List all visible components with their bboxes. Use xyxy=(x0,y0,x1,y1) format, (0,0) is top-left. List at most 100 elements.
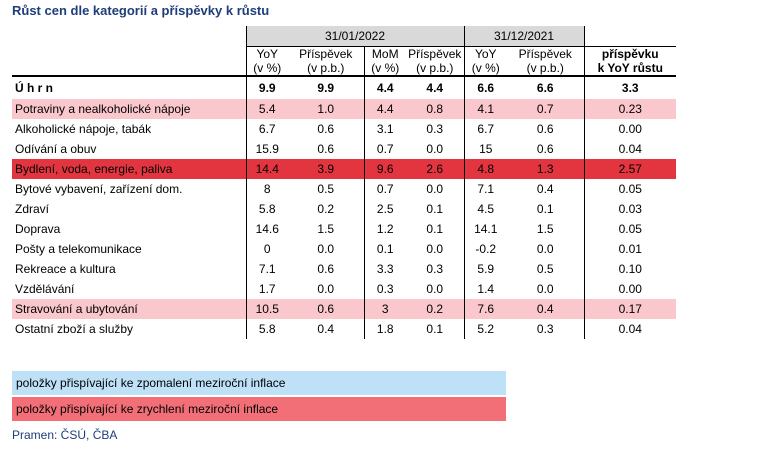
source-note: Pramen: ČSÚ, ČBA xyxy=(12,428,118,442)
value-cell: 0.2 xyxy=(406,299,465,319)
category-label: Alkoholické nápoje, tabák xyxy=(15,122,152,136)
value-cell: 0.1 xyxy=(406,319,465,339)
value-cell: 0.10 xyxy=(618,262,642,276)
table-row: Rekreace a kultura 7.1 0.6 3.3 0.3 5.9 0.5 0.10 xyxy=(12,259,676,279)
price-growth-table: 31/01/2022 31/12/2021 YoY (v %) Příspěvek… xyxy=(12,26,676,339)
value-cell: 3.3 xyxy=(376,262,394,276)
value-cell: 0.7 xyxy=(507,99,585,119)
value-cell: 0.0 xyxy=(507,279,585,299)
category-label: Rekreace a kultura xyxy=(15,262,116,276)
value-cell: 14.6 xyxy=(245,219,288,239)
value-cell: 0.8 xyxy=(406,99,465,119)
value-cell: 4.4 xyxy=(406,76,465,99)
value-cell: 4.8 xyxy=(464,159,507,179)
table-row: Odívání a obuv 15.9 0.6 0.7 0.0 15 0.6 0.04 xyxy=(12,139,676,159)
value-cell: 5.2 xyxy=(477,322,495,336)
total-row: Ú h r n 9.9 9.9 4.4 4.4 6.6 6.6 3.3 xyxy=(12,76,676,99)
table-row: Bytové vybavení, zařízení dom. 8 0.5 0.7 0.0… xyxy=(12,179,676,199)
category-label: Doprava xyxy=(15,222,61,236)
value-cell: 0.04 xyxy=(618,142,642,156)
value-cell: 2.6 xyxy=(406,159,465,179)
value-cell: 0.17 xyxy=(584,299,676,319)
value-cell: 0.0 xyxy=(406,179,465,199)
value-cell: 4.4 xyxy=(364,99,406,119)
value-cell: 0.6 xyxy=(288,299,365,319)
table-title: Růst cen dle kategorií a příspěvky k růs… xyxy=(12,3,270,18)
legend-slowing: položky přispívající ke zpomalení meziro… xyxy=(12,371,506,395)
value-cell: 0.7 xyxy=(376,142,394,156)
legend-accelerating: položky přispívající ke zrychlení meziro… xyxy=(12,397,506,421)
category-label: Bydlení, voda, energie, paliva xyxy=(12,159,246,179)
value-cell: 0.5 xyxy=(507,259,585,279)
value-cell: 4.4 xyxy=(376,81,394,95)
value-cell: 0.0 xyxy=(288,239,365,259)
value-cell: 0.4 xyxy=(288,319,365,339)
value-cell: 0.23 xyxy=(584,99,676,119)
value-cell: 0.1 xyxy=(406,199,465,219)
value-cell: 7.6 xyxy=(464,299,507,319)
value-cell: 1.4 xyxy=(477,282,495,296)
value-cell: 0.6 xyxy=(288,119,365,139)
value-cell: 0.2 xyxy=(288,199,365,219)
value-cell: -0.2 xyxy=(475,242,497,256)
value-cell: 0.0 xyxy=(288,279,365,299)
table-row: Bydlení, voda, energie, paliva 14.4 3.9 9.6… xyxy=(12,159,676,179)
value-cell: 6.7 xyxy=(477,122,495,136)
value-cell: 4.1 xyxy=(464,99,507,119)
value-cell: 3 xyxy=(364,299,406,319)
value-cell: 3.9 xyxy=(288,159,365,179)
date-header-2: 31/12/2021 xyxy=(464,26,585,47)
value-cell: 6.6 xyxy=(507,76,585,99)
category-label: Ostatní zboží a služby xyxy=(15,322,134,336)
value-cell: 2.57 xyxy=(584,159,676,179)
value-cell: 1.5 xyxy=(288,219,365,239)
value-cell: 0.4 xyxy=(507,179,585,199)
value-cell: 0.6 xyxy=(507,139,585,159)
yoy-header: YoY (v %) xyxy=(245,46,288,77)
value-cell: 0.3 xyxy=(507,319,585,339)
value-cell: 0.6 xyxy=(288,259,365,279)
value-cell: 2.5 xyxy=(376,202,394,216)
category-label: Zdraví xyxy=(15,202,50,216)
value-cell: 15.9 xyxy=(245,139,288,159)
value-cell: 0.00 xyxy=(618,122,642,136)
value-cell: 5.8 xyxy=(245,319,288,339)
table-row: Alkoholické nápoje, tabák 6.7 0.6 3.1 0.3 6.7… xyxy=(12,119,676,139)
value-cell: 0.04 xyxy=(618,322,642,336)
value-cell: 7.1 xyxy=(477,182,495,196)
value-cell: 9.6 xyxy=(364,159,406,179)
value-cell: 15 xyxy=(479,142,493,156)
value-cell: 0.1 xyxy=(507,199,585,219)
value-cell: 1.5 xyxy=(507,219,585,239)
category-label: Stravování a ubytování xyxy=(12,299,246,319)
value-cell: 4.5 xyxy=(477,202,495,216)
value-cell: 0.05 xyxy=(618,222,642,236)
table-row: Pošty a telekomunikace 0 0.0 0.1 0.0 -0.2 0.0 0… xyxy=(12,239,676,259)
value-cell: 0.7 xyxy=(376,182,394,196)
value-cell: 14.4 xyxy=(245,159,288,179)
value-cell: 0.0 xyxy=(406,239,465,259)
value-cell: 0.1 xyxy=(376,242,394,256)
value-cell: 6.6 xyxy=(477,81,495,95)
value-cell: 1.0 xyxy=(288,99,365,119)
value-cell: 0 xyxy=(245,239,288,259)
table-row: Ostatní zboží a služby 5.8 0.4 1.8 0.1 5.2 0.3… xyxy=(12,319,676,339)
yoy-header-2: YoY (v %) xyxy=(464,46,507,77)
table-row: Potraviny a nealkoholické nápoje 5.4 1.0 4.… xyxy=(12,99,676,119)
category-label: Pošty a telekomunikace xyxy=(15,242,142,256)
value-cell: 0.6 xyxy=(288,139,365,159)
value-cell: 0.1 xyxy=(406,219,465,239)
value-cell: 0.0 xyxy=(507,239,585,259)
corner-cell xyxy=(12,26,246,47)
table-row: Vzdělávání 1.7 0.0 0.3 0.0 1.4 0.0 0.00 xyxy=(12,279,676,299)
value-cell: 3.1 xyxy=(376,122,394,136)
value-cell: 0.0 xyxy=(406,139,465,159)
value-cell: 9.9 xyxy=(288,76,365,99)
mom-contrib-header: Příspěvek (v p.b.) xyxy=(406,46,465,77)
value-cell: 0.3 xyxy=(406,119,465,139)
value-cell: 0.0 xyxy=(406,279,465,299)
value-cell: 5.4 xyxy=(245,99,288,119)
value-cell: 0.01 xyxy=(618,242,642,256)
value-cell: 0.05 xyxy=(618,182,642,196)
value-cell: 0.3 xyxy=(406,259,465,279)
